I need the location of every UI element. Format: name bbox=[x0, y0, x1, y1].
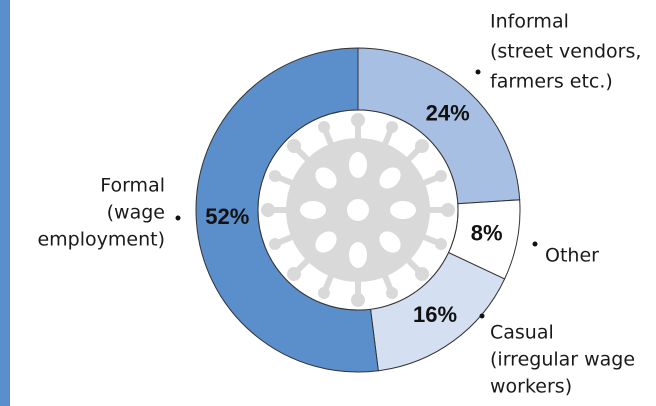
value-label: 52% bbox=[205, 204, 249, 229]
category-label: employment) bbox=[37, 229, 165, 251]
label-dot bbox=[476, 70, 481, 75]
category-label: (wage bbox=[107, 202, 165, 224]
category-label: Informal bbox=[490, 11, 569, 33]
side-bar bbox=[0, 0, 10, 406]
label-dot bbox=[480, 314, 485, 319]
category-label: workers) bbox=[490, 376, 572, 398]
value-label: 24% bbox=[426, 100, 470, 125]
value-label: 8% bbox=[471, 220, 503, 245]
chart: 24% Informal (street vendors, farmers etc.)… bbox=[0, 0, 656, 406]
virus-icon bbox=[258, 110, 458, 310]
label-dot bbox=[176, 216, 181, 221]
category-label: farmers etc.) bbox=[490, 71, 613, 93]
category-label: (irregular wage bbox=[490, 349, 635, 371]
category-label: (street vendors, bbox=[490, 41, 641, 63]
category-label: Formal bbox=[100, 175, 165, 197]
page: {"chart_data": {"type": "donut", "catego… bbox=[0, 0, 656, 406]
category-label: Other bbox=[545, 245, 599, 267]
value-label: 16% bbox=[413, 302, 457, 327]
label-dot bbox=[533, 242, 538, 247]
category-label: Casual bbox=[490, 322, 554, 344]
